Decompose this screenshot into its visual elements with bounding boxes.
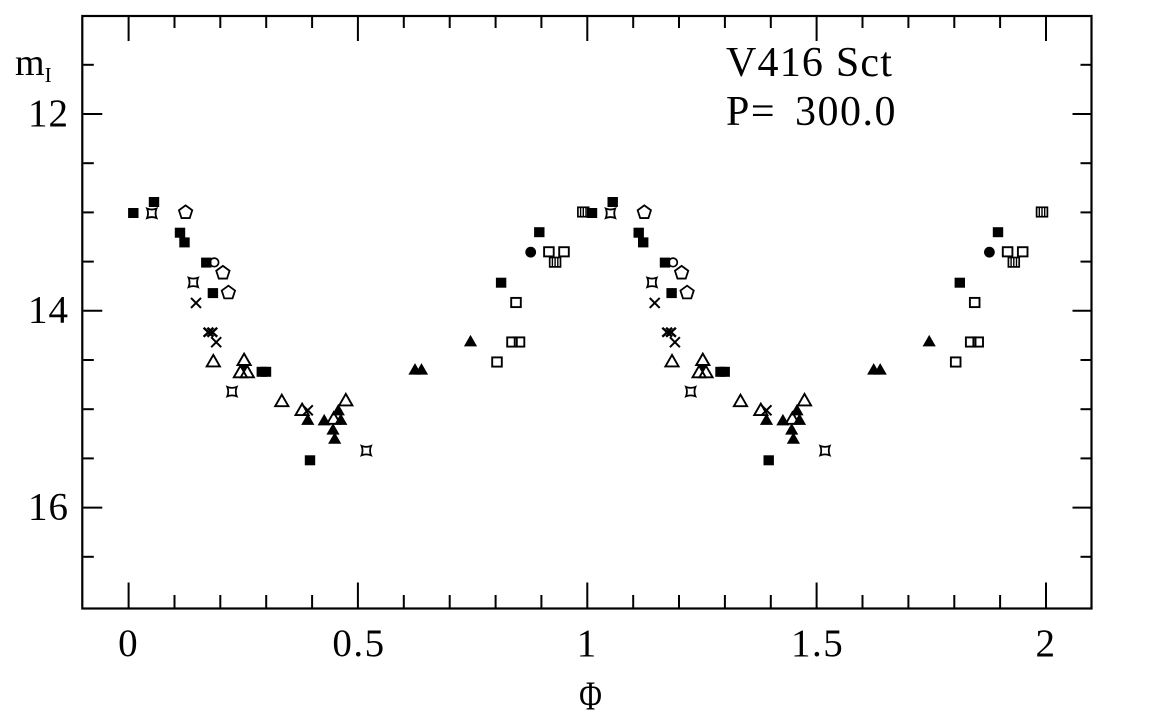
svg-text:14: 14 [28, 289, 69, 332]
svg-text:Φ: Φ [579, 673, 602, 718]
svg-text:0: 0 [118, 622, 139, 665]
svg-text:V416 Sct: V416 Sct [726, 40, 893, 86]
svg-text:12: 12 [28, 92, 69, 135]
svg-text:P= 300.0: P= 300.0 [726, 89, 897, 135]
svg-text:16: 16 [28, 485, 69, 528]
svg-text:1: 1 [577, 622, 598, 665]
svg-text:1.5: 1.5 [791, 622, 844, 665]
svg-text:0.5: 0.5 [332, 622, 385, 665]
svg-text:2: 2 [1036, 622, 1057, 665]
svg-text:mI: mI [15, 42, 52, 87]
